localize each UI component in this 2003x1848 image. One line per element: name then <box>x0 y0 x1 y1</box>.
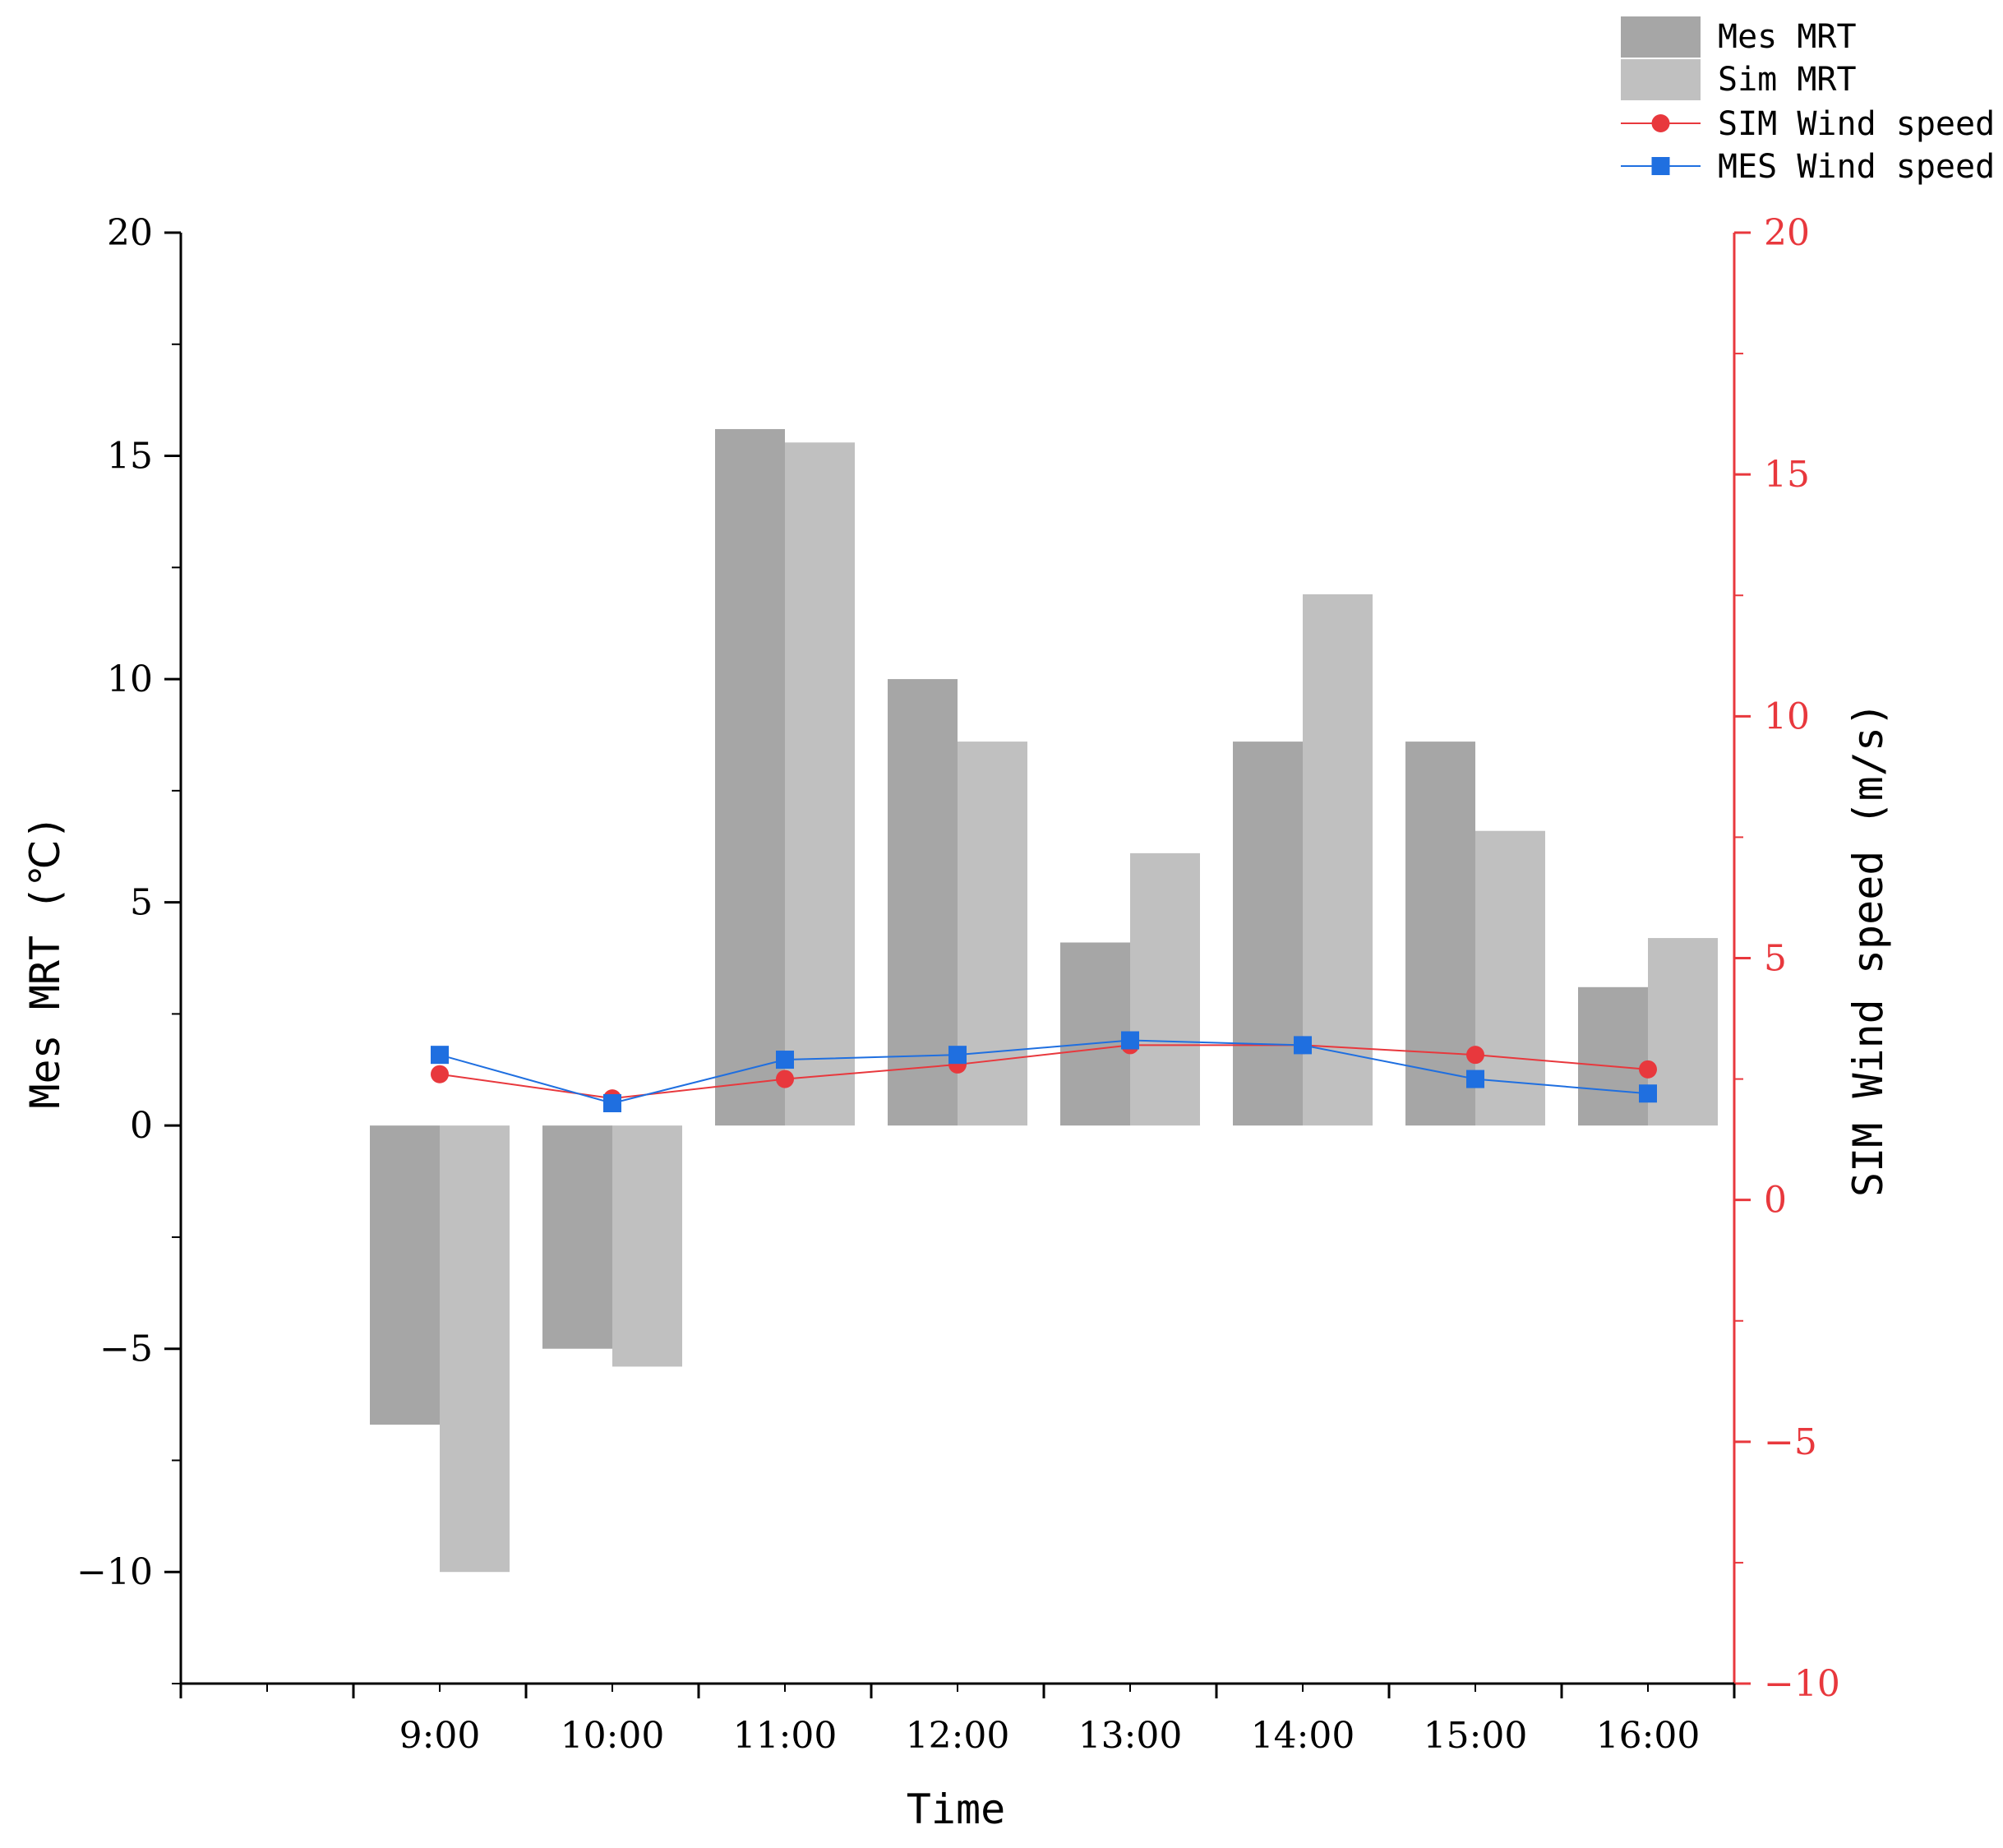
lines-layer <box>431 1031 1657 1112</box>
bar-mes-mrt-11:00 <box>715 428 785 1126</box>
bar-mes-mrt-16:00 <box>1578 986 1648 1126</box>
y2-tick-label: 15 <box>1764 454 1810 496</box>
point-mes-wind-speed-15:00 <box>1466 1070 1484 1088</box>
x-axis-title: Time <box>907 1786 1005 1833</box>
bars-layer <box>370 428 1718 1573</box>
bar-sim-mrt-11:00 <box>785 442 855 1126</box>
bar-mes-mrt-12:00 <box>888 679 958 1126</box>
y-tick-label: 0 <box>130 1105 153 1147</box>
point-sim-wind-speed-9:00 <box>431 1065 449 1083</box>
axes-layer: −10 −5 0 5 10 15 20 −10 −5 0 5 10 15 20 9:00 10:00 11:00… <box>76 212 1840 1757</box>
y2-axis-title: SIM Wind speed (m/s) <box>1844 702 1892 1197</box>
point-mes-wind-speed-11:00 <box>776 1051 794 1070</box>
y2-tick-label: −10 <box>1764 1663 1840 1705</box>
x-tick-label-10:00: 10:00 <box>561 1715 665 1757</box>
bar-mes-mrt-10:00 <box>542 1125 612 1349</box>
legend-swatch-sim-mrt <box>1621 59 1701 100</box>
bar-sim-mrt-10:00 <box>612 1125 682 1367</box>
y-tick-label: 15 <box>107 436 153 478</box>
y-axis-title: Mes MRT (℃) <box>21 815 69 1108</box>
point-sim-wind-speed-15:00 <box>1466 1046 1484 1065</box>
legend-label: SIM Wind speed <box>1718 105 1995 143</box>
legend-marker-mes-wind-speed <box>1651 157 1670 175</box>
point-mes-wind-speed-10:00 <box>603 1094 621 1112</box>
y2-tick-label: 10 <box>1764 695 1810 737</box>
bar-sim-mrt-9:00 <box>440 1125 510 1573</box>
x-tick-label-14:00: 14:00 <box>1251 1715 1355 1757</box>
bar-sim-mrt-16:00 <box>1648 938 1718 1126</box>
legend-label: Mes MRT <box>1718 18 1857 56</box>
point-sim-wind-speed-16:00 <box>1639 1060 1657 1079</box>
point-mes-wind-speed-16:00 <box>1639 1084 1657 1103</box>
y-tick-label: 20 <box>107 212 153 254</box>
bar-mes-mrt-14:00 <box>1233 742 1303 1126</box>
bar-mes-mrt-9:00 <box>370 1125 440 1425</box>
y-tick-label: −5 <box>99 1328 153 1370</box>
bar-sim-mrt-15:00 <box>1475 830 1545 1126</box>
point-mes-wind-speed-14:00 <box>1294 1036 1312 1055</box>
point-mes-wind-speed-12:00 <box>948 1046 967 1065</box>
y-tick-label: 10 <box>107 658 153 700</box>
bar-mes-mrt-15:00 <box>1405 742 1475 1126</box>
x-tick-label-13:00: 13:00 <box>1078 1715 1183 1757</box>
y2-tick-label: 0 <box>1764 1180 1787 1222</box>
line-mes-wind-speed <box>439 1039 1649 1105</box>
y2-tick-label: 20 <box>1764 212 1810 254</box>
x-tick-label-12:00: 12:00 <box>906 1715 1010 1757</box>
bar-sim-mrt-14:00 <box>1303 594 1373 1126</box>
x-tick-label-9:00: 9:00 <box>399 1715 481 1757</box>
y-tick-label: −10 <box>76 1551 153 1593</box>
legend-marker-sim-wind-speed <box>1651 114 1670 132</box>
legend-label: Sim MRT <box>1718 61 1857 99</box>
point-sim-wind-speed-11:00 <box>776 1070 794 1088</box>
legend-label: MES Wind speed <box>1718 148 1995 186</box>
x-tick-label-11:00: 11:00 <box>733 1715 838 1757</box>
x-tick-label-15:00: 15:00 <box>1424 1715 1528 1757</box>
bar-sim-mrt-13:00 <box>1130 852 1200 1126</box>
legend: Mes MRT Sim MRT SIM Wind speed MES Wind spe… <box>1621 16 1995 186</box>
x-tick-label-16:00: 16:00 <box>1596 1715 1701 1757</box>
point-mes-wind-speed-9:00 <box>431 1046 449 1065</box>
y-tick-label: 5 <box>130 882 153 924</box>
y2-tick-label: 5 <box>1764 938 1787 980</box>
legend-swatch-mes-mrt <box>1621 16 1701 58</box>
y2-tick-label: −5 <box>1764 1421 1817 1463</box>
point-mes-wind-speed-13:00 <box>1121 1031 1139 1050</box>
bar-mes-mrt-13:00 <box>1060 942 1130 1126</box>
bar-sim-mrt-12:00 <box>958 742 1027 1126</box>
